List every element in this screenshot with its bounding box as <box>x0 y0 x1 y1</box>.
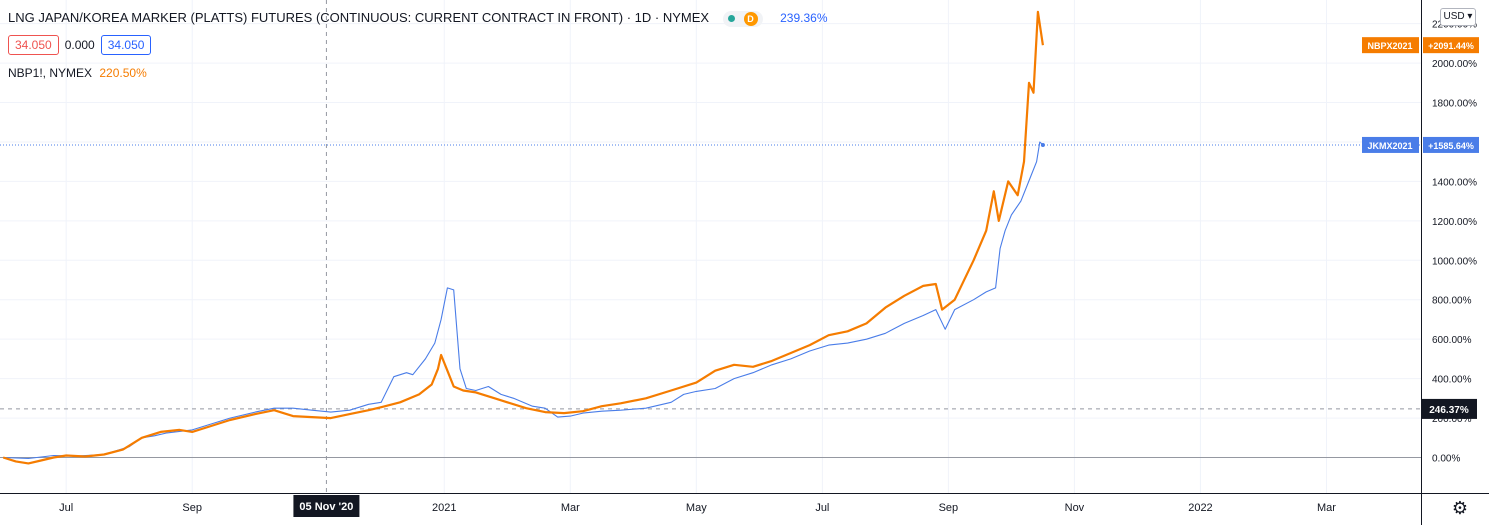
series-value-tag <box>1423 37 1479 54</box>
symbol-legend[interactable]: LNG JAPAN/KOREA MARKER (PLATTS) FUTURES … <box>8 10 828 27</box>
gear-icon[interactable]: ⚙ <box>1451 498 1469 518</box>
market-status[interactable]: D <box>722 10 763 27</box>
series-value-text: +1585.64% <box>1428 141 1474 151</box>
price-axis[interactable]: 0.00% 200.00% 400.00% 600.00% 800.00% 1000.00… <box>1421 0 1478 525</box>
x-tick-label: Nov <box>1065 502 1085 514</box>
y-tick-label: 600.00% <box>1432 335 1472 346</box>
x-tick-label: Sep <box>939 502 959 514</box>
x-tick-label: 2022 <box>1188 502 1212 514</box>
chart-series <box>2 10 1045 465</box>
y-tick-label: 400.00% <box>1432 375 1472 386</box>
y-tick-label: 0.00% <box>1432 454 1460 465</box>
x-tick-label: Jul <box>815 502 829 514</box>
x-tick-label: Mar <box>561 502 580 514</box>
series-name-text: JKMX2021 <box>1367 141 1412 151</box>
series-name-tag <box>1362 37 1419 54</box>
currency-select[interactable]: USD ▾ <box>1440 8 1476 26</box>
series-labels: JKMX2021 +1585.64% NBPX2021 +2091.44% <box>1362 37 1479 153</box>
series-label-jkmx2021: JKMX2021 +1585.64% <box>1362 136 1479 153</box>
data-badge: D <box>743 11 758 26</box>
quote-row: 34.050 0.000 34.050 <box>8 35 152 55</box>
series-name-text: NBPX2021 <box>1367 41 1412 51</box>
chart-grid <box>0 0 1421 493</box>
y-tick-label: 800.00% <box>1432 296 1472 307</box>
series-line-nbpx2021 <box>2 10 1044 465</box>
series-value-tag <box>1423 136 1479 153</box>
compare-symbol: NBP1!, NYMEX <box>8 66 93 80</box>
y-tick-label: 1800.00% <box>1432 99 1477 110</box>
crosshair-date-label <box>293 495 360 517</box>
x-tick-label: 2021 <box>432 502 456 514</box>
y-tick-label: 1400.00% <box>1432 177 1477 188</box>
series-label-nbpx2021: NBPX2021 +2091.44% <box>1362 37 1479 54</box>
series-line-jkmx2021 <box>3 141 1044 460</box>
symbol-title: LNG JAPAN/KOREA MARKER (PLATTS) FUTURES … <box>8 10 710 25</box>
spread-value: 0.000 <box>64 38 95 52</box>
y-tick-label: 2000.00% <box>1432 59 1477 70</box>
compare-percent: 220.50% <box>99 66 147 80</box>
x-tick-label: Mar <box>1317 502 1336 514</box>
ask-box[interactable]: 34.050 <box>100 35 152 55</box>
x-tick-label: Sep <box>182 502 202 514</box>
series-end-dot-jkmx2021 <box>1040 142 1045 147</box>
x-tick-label: Jul <box>59 502 73 514</box>
crosshair-date-text: 05 Nov '20 <box>299 501 353 513</box>
bid-box[interactable]: 34.050 <box>8 35 59 55</box>
y-tick-label: 200.00% <box>1432 414 1472 425</box>
series-value-text: +2091.44% <box>1428 41 1474 51</box>
x-tick-label: May <box>686 502 707 514</box>
crosshair-value-label <box>1422 398 1477 419</box>
y-tick-label: 1000.00% <box>1432 256 1477 267</box>
crosshair-value-text: 246.37% <box>1429 405 1469 416</box>
compare-legend[interactable]: NBP1!, NYMEX 220.50% <box>8 66 147 80</box>
y-tick-label: 1200.00% <box>1432 217 1477 228</box>
symbol-percent: 239.36% <box>780 11 828 25</box>
time-axis[interactable]: Jul Sep 2021 Mar May Jul Sep Nov 2022 Mar 05 Nov '… <box>0 493 1489 518</box>
market-open-icon <box>727 15 735 23</box>
series-name-tag <box>1362 136 1419 153</box>
